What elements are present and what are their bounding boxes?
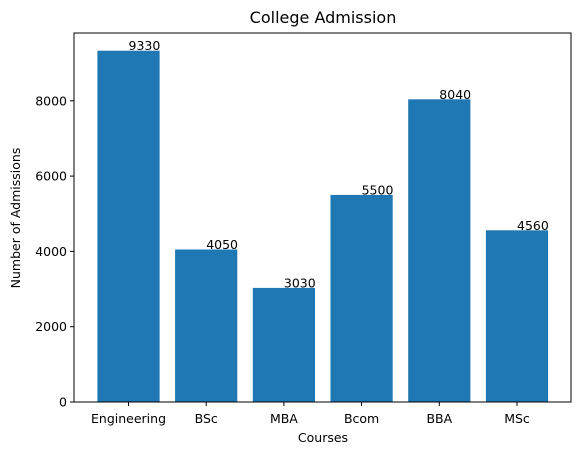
data-labels-layer: 9330 4050 3030 5500 8040 4560 (129, 38, 549, 290)
y-tick-label-0: 0 (59, 395, 67, 410)
y-axis-label: Number of Admissions (8, 148, 23, 289)
x-tick-label-mba: MBA (270, 411, 298, 426)
x-tick-label-msc: MSc (504, 411, 530, 426)
bar-mba (252, 287, 315, 402)
data-label-bcom: 5500 (362, 182, 394, 197)
x-axis-label: Courses (298, 430, 348, 445)
x-tick-label-bsc: BSc (195, 411, 218, 426)
ticks-layer: Engineering BSc MBA Bcom BBA MSc 0 2000 4000 6000… (35, 93, 530, 426)
bar-bcom (330, 194, 393, 402)
bar-bba (408, 99, 471, 403)
y-tick-label-6000: 6000 (35, 169, 67, 184)
data-label-bsc: 4050 (206, 237, 238, 252)
plot-frame (73, 32, 572, 403)
y-tick-label-4000: 4000 (35, 244, 67, 259)
data-label-msc: 4560 (517, 218, 549, 233)
x-tick-label-bba: BBA (426, 411, 452, 426)
bar-msc (485, 230, 549, 402)
chart-title: College Admission (250, 8, 397, 27)
x-tick-label-engineering: Engineering (91, 411, 166, 426)
y-tick-label-2000: 2000 (35, 319, 67, 334)
data-label-mba: 3030 (284, 275, 316, 290)
data-label-engineering: 9330 (129, 38, 161, 53)
bars-layer (97, 50, 549, 403)
bar-bsc (175, 249, 238, 402)
y-tick-label-8000: 8000 (35, 93, 67, 108)
bar-engineering (97, 50, 160, 402)
x-tick-label-bcom: Bcom (344, 411, 379, 426)
data-label-bba: 8040 (439, 87, 471, 102)
